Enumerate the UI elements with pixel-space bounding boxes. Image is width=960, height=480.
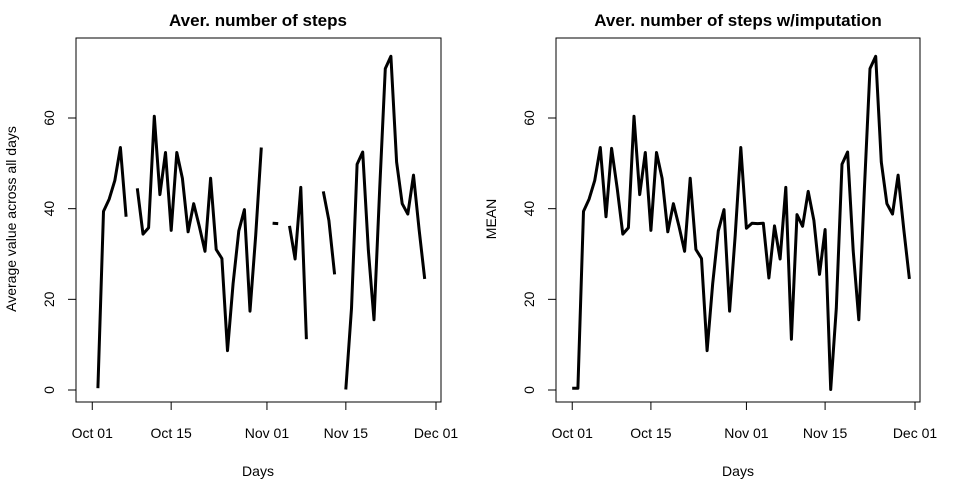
plot-frame xyxy=(555,37,921,403)
x-axis: Oct 01 Oct 15 Nov 01 Nov 15 Dec 01 xyxy=(552,401,938,441)
y-tick-label: 20 xyxy=(41,291,57,307)
x-tick-label: Oct 01 xyxy=(72,425,113,441)
y-tick-label: 40 xyxy=(521,201,537,217)
chart-title: Aver. number of steps w/imputation xyxy=(594,11,881,30)
y-tick-label: 60 xyxy=(41,110,57,126)
series-segment xyxy=(572,54,911,391)
chart-panel-left: Aver. number of steps Oct 01 Oct 15 Nov 01… xyxy=(3,11,458,479)
y-axis: 0 20 40 60 xyxy=(41,110,77,394)
y-axis: 0 20 40 60 xyxy=(521,110,557,394)
x-tick-label: Nov 15 xyxy=(803,425,848,441)
y-axis-label: Average value across all days xyxy=(3,126,19,312)
series-segment xyxy=(344,54,427,390)
y-tick-label: 0 xyxy=(521,386,537,394)
x-tick-label: Nov 15 xyxy=(324,425,369,441)
x-tick-label: Oct 01 xyxy=(552,425,593,441)
y-tick-label: 60 xyxy=(521,110,537,126)
series-line xyxy=(572,54,911,391)
x-tick-label: Oct 15 xyxy=(630,425,671,441)
x-tick-label: Nov 01 xyxy=(724,425,769,441)
y-tick-label: 20 xyxy=(521,291,537,307)
x-tick-label: Oct 15 xyxy=(151,425,192,441)
x-tick-label: Dec 01 xyxy=(414,425,459,441)
plot-frame xyxy=(75,37,442,403)
chart-title: Aver. number of steps xyxy=(169,11,347,30)
x-axis-label: Days xyxy=(242,463,274,479)
x-tick-label: Nov 01 xyxy=(245,425,290,441)
x-axis: Oct 01 Oct 15 Nov 01 Nov 15 Dec 01 xyxy=(72,401,459,441)
x-axis-label: Days xyxy=(722,463,754,479)
y-tick-label: 0 xyxy=(41,386,57,394)
x-tick-label: Dec 01 xyxy=(893,425,938,441)
series-segment xyxy=(135,114,263,353)
y-axis-label: MEAN xyxy=(483,199,499,239)
series-segment xyxy=(96,146,128,389)
series-segment xyxy=(288,185,308,340)
series-line xyxy=(96,54,427,390)
series-segment xyxy=(321,191,337,275)
chart-panel-right: Aver. number of steps w/imputation Oct 0… xyxy=(483,11,937,479)
y-tick-label: 40 xyxy=(41,201,57,217)
